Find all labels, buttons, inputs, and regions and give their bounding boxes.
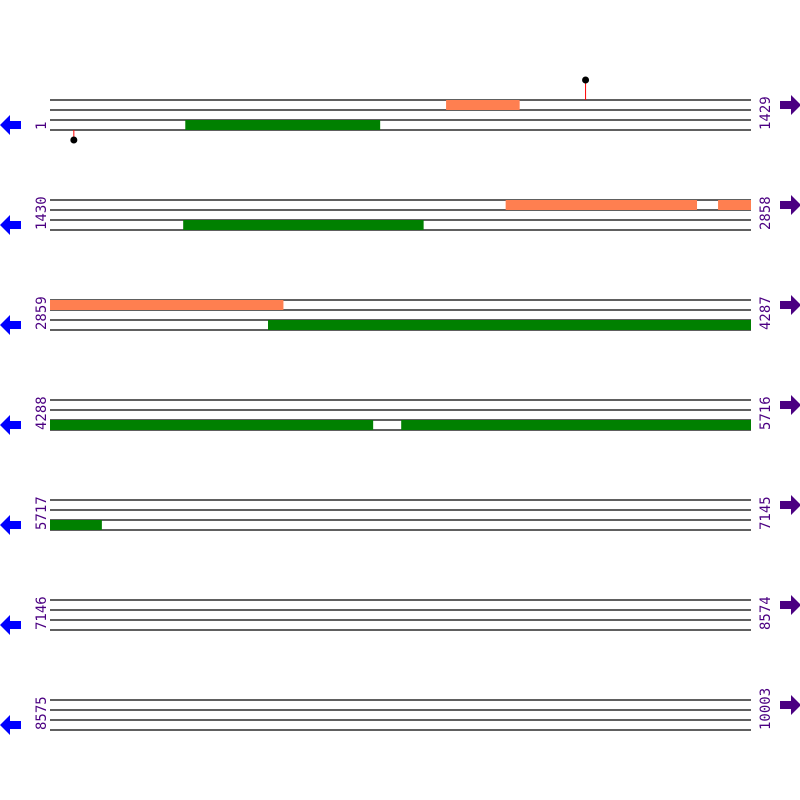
forward-feature[interactable] [446,100,520,110]
row-end-label: 8574 [758,596,774,630]
reverse-feature[interactable] [268,320,751,330]
left-arrow-icon[interactable] [0,515,21,535]
row-end-label: 5716 [758,396,774,430]
left-arrow-icon[interactable] [0,715,21,735]
row-end-label: 10003 [758,688,774,730]
left-arrow-icon[interactable] [0,415,21,435]
left-arrow-icon[interactable] [0,115,21,135]
marker-dot[interactable] [582,76,590,84]
right-arrow-icon[interactable] [780,195,800,215]
left-arrow-icon[interactable] [0,215,21,235]
forward-feature[interactable] [505,200,698,210]
reverse-feature[interactable] [50,420,374,430]
right-arrow-icon[interactable] [780,595,800,615]
right-arrow-icon[interactable] [780,695,800,715]
row-end-label: 1429 [758,96,774,130]
row-start-label: 2859 [34,296,50,330]
row-end-label: 2858 [758,196,774,230]
left-arrow-icon[interactable] [0,315,21,335]
left-arrow-icon[interactable] [0,615,21,635]
row-end-label: 4287 [758,296,774,330]
right-arrow-icon[interactable] [780,295,800,315]
reverse-feature[interactable] [50,520,102,530]
right-arrow-icon[interactable] [780,95,800,115]
row-start-label: 1430 [34,196,50,230]
right-arrow-icon[interactable] [780,495,800,515]
reverse-feature[interactable] [183,220,424,230]
reverse-feature[interactable] [185,120,381,130]
row-start-label: 8575 [34,696,50,730]
forward-feature[interactable] [50,300,284,310]
right-arrow-icon[interactable] [780,395,800,415]
row-start-label: 4288 [34,396,50,430]
row-end-label: 7145 [758,496,774,530]
row-start-label: 7146 [34,596,50,630]
marker-dot[interactable] [70,136,78,144]
row-start-label: 5717 [34,496,50,530]
forward-feature[interactable] [718,200,751,210]
row-start-label: 1 [34,122,50,130]
reverse-feature[interactable] [401,420,751,430]
